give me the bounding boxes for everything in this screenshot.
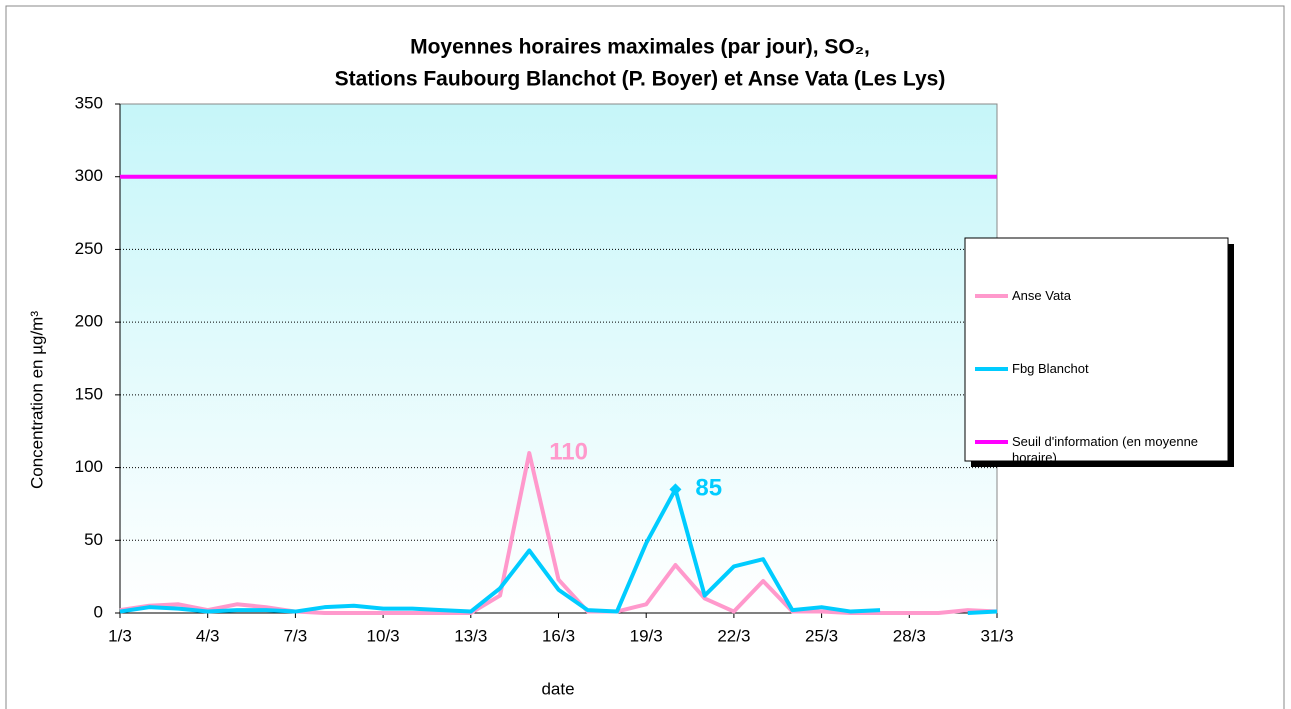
legend-label: Fbg Blanchot [1012, 361, 1089, 376]
x-tick-label: 22/3 [717, 626, 750, 645]
x-tick-label: 16/3 [542, 626, 575, 645]
data-label: 110 [549, 438, 588, 465]
legend-label: Seuil d'information (en moyenne horaire) [1012, 434, 1199, 465]
legend-box [964, 237, 1229, 462]
x-tick-label: 7/3 [284, 626, 308, 645]
plot-area [119, 103, 998, 614]
x-tick-label: 31/3 [980, 626, 1013, 645]
y-tick-label: 0 [94, 602, 103, 621]
y-tick-label: 200 [75, 312, 103, 331]
y-tick-label: 350 [75, 93, 103, 112]
x-tick-label: 19/3 [630, 626, 663, 645]
y-tick-label: 300 [75, 166, 103, 185]
x-axis-label: date [541, 679, 574, 698]
legend-entry: Fbg Blanchot [1012, 361, 1089, 376]
x-tick-label: 4/3 [196, 626, 220, 645]
series-line [119, 487, 998, 615]
data-label: 85 [695, 475, 722, 502]
legend-entry: Seuil d'information (en moyenne horaire) [1012, 434, 1199, 465]
chart-title: Stations Faubourg Blanchot (P. Boyer) et… [335, 68, 946, 91]
y-tick-label: 50 [84, 530, 103, 549]
y-tick-label: 100 [75, 457, 103, 476]
y-tick-label: 250 [75, 239, 103, 258]
x-tick-label: 10/3 [367, 626, 400, 645]
legend-label: Anse Vata [1012, 288, 1072, 303]
x-tick-label: 13/3 [454, 626, 487, 645]
x-tick-label: 28/3 [893, 626, 926, 645]
point-marker [669, 483, 682, 496]
x-tick-label: 1/3 [108, 626, 132, 645]
y-axis-label: Concentration en µg/m³ [27, 311, 46, 489]
y-tick-label: 150 [75, 384, 103, 403]
x-tick-label: 25/3 [805, 626, 838, 645]
legend-entry: Anse Vata [1012, 288, 1072, 303]
chart-title: Moyennes horaires maximales (par jour), … [410, 36, 870, 59]
